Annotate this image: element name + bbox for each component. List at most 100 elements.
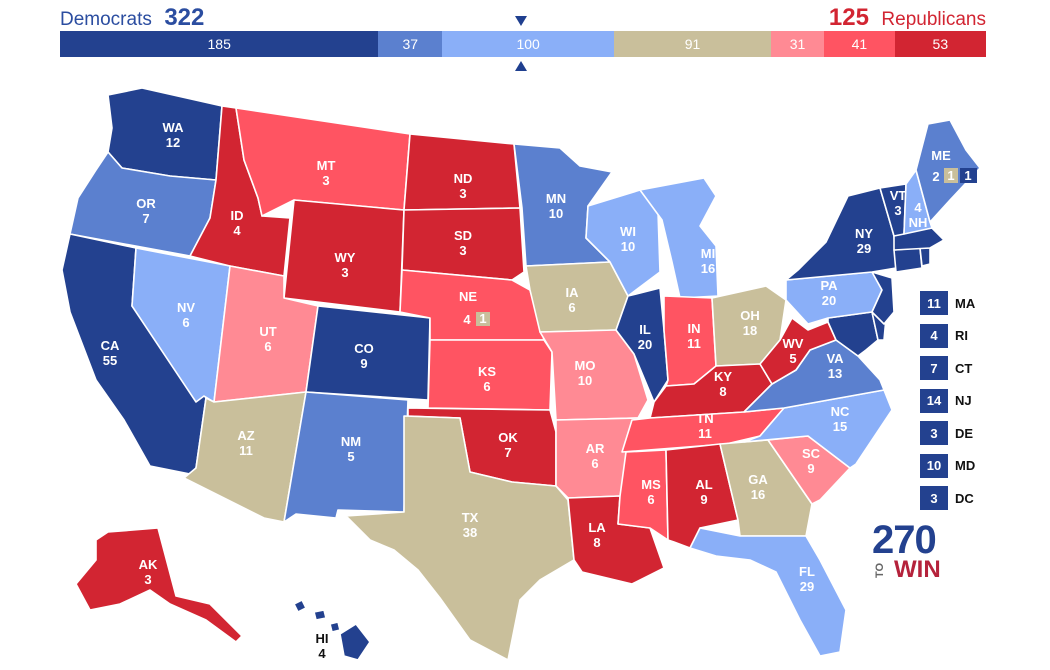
label-pa-abbr: PA xyxy=(820,278,838,293)
state-nj[interactable] xyxy=(871,271,895,325)
state-nc[interactable] xyxy=(743,389,893,469)
state-ct[interactable] xyxy=(893,247,923,273)
republicans-label: Republicans xyxy=(881,9,986,30)
label-sd-ev: 3 xyxy=(459,243,466,258)
small-state-abbr: MD xyxy=(955,458,976,473)
label-or-abbr: OR xyxy=(136,196,156,211)
label-vt-abbr: VT xyxy=(890,188,907,203)
small-state-de[interactable]: 3 DE xyxy=(920,420,973,446)
small-state-ri[interactable]: 4 RI xyxy=(920,323,968,349)
label-nc-ev: 15 xyxy=(833,419,847,434)
democrats-total: Democrats 322 xyxy=(60,4,204,32)
logo-number: 270 xyxy=(872,518,937,562)
label-nd-abbr: ND xyxy=(454,171,473,186)
small-state-ma[interactable]: 11 MA xyxy=(920,290,975,316)
label-al-abbr: AL xyxy=(695,477,712,492)
label-vt-ev: 3 xyxy=(894,203,901,218)
label-wa-ev: 12 xyxy=(166,135,180,150)
state-nm[interactable] xyxy=(283,391,409,523)
small-state-ev: 14 xyxy=(920,388,948,413)
label-mt-abbr: MT xyxy=(317,158,336,173)
label-ms-ev: 6 xyxy=(647,492,654,507)
small-state-ev: 11 xyxy=(920,291,948,315)
label-ar-ev: 6 xyxy=(591,456,598,471)
label-co-abbr: CO xyxy=(354,341,374,356)
270-marker-bottom-icon xyxy=(515,61,527,71)
label-hi-abbr: HI xyxy=(316,631,329,646)
ev-segment: 100 xyxy=(442,31,615,57)
state-mi[interactable] xyxy=(639,177,719,299)
label-ca-abbr: CA xyxy=(101,338,120,353)
state-tx[interactable] xyxy=(345,415,575,661)
label-nd-ev: 3 xyxy=(459,186,466,201)
ev-segment: 31 xyxy=(770,31,825,57)
label-nv-ev: 6 xyxy=(182,315,189,330)
label-sd-abbr: SD xyxy=(454,228,472,243)
label-ga-ev: 16 xyxy=(751,487,765,502)
label-mi-ev: 16 xyxy=(701,261,715,276)
state-ri[interactable] xyxy=(919,247,931,267)
270-marker-top-icon xyxy=(515,16,527,26)
label-tx-ev: 38 xyxy=(463,525,477,540)
label-tn-ev: 11 xyxy=(698,426,712,441)
label-az-ev: 11 xyxy=(239,443,253,458)
state-hi-islands[interactable] xyxy=(293,599,341,633)
ev-segment: 41 xyxy=(824,31,895,57)
republicans-ev-total: 125 xyxy=(828,4,869,31)
label-ia-abbr: IA xyxy=(566,285,580,300)
small-state-abbr: DE xyxy=(955,425,974,441)
state-fl[interactable] xyxy=(689,527,847,657)
label-ky-ev: 8 xyxy=(719,384,726,399)
label-ia-ev: 6 xyxy=(568,300,575,315)
state-sd[interactable] xyxy=(401,207,525,281)
state-ak[interactable] xyxy=(75,527,243,643)
small-state-ev: 4 xyxy=(920,323,948,348)
logo-to: TO xyxy=(874,562,886,578)
democrats-ev-total: 322 xyxy=(164,4,205,31)
label-or-ev: 7 xyxy=(142,211,149,226)
small-state-ev: 10 xyxy=(920,453,948,478)
small-state-md[interactable]: 10 MD xyxy=(920,453,975,479)
label-ga-abbr: GA xyxy=(748,472,768,487)
small-state-dc[interactable]: 3 DC xyxy=(920,485,974,511)
label-wi-ev: 10 xyxy=(621,239,635,254)
small-state-ct[interactable]: 7 CT xyxy=(920,355,972,381)
small-state-abbr: DC xyxy=(955,490,974,506)
state-nh[interactable] xyxy=(903,169,933,235)
label-nv-abbr: NV xyxy=(177,300,195,315)
label-fl-abbr: FL xyxy=(799,564,815,579)
label-ks-abbr: KS xyxy=(478,364,496,379)
label-ca-ev: 55 xyxy=(103,353,117,368)
label-in-abbr: IN xyxy=(688,321,701,336)
label-co-ev: 9 xyxy=(360,356,367,371)
me-split-box-1 xyxy=(944,168,958,183)
label-ms-abbr: MS xyxy=(641,477,661,492)
label-nc-abbr: NC xyxy=(831,404,850,419)
small-state-abbr: MA xyxy=(955,295,976,311)
label-ne-split: 1 xyxy=(479,311,486,326)
label-mn-ev: 10 xyxy=(549,206,563,221)
logo-win: WIN xyxy=(894,556,941,583)
label-mn-abbr: MN xyxy=(546,191,566,206)
label-ak-abbr: AK xyxy=(139,557,158,572)
label-az-abbr: AZ xyxy=(237,428,254,443)
label-nh-abbr: NH xyxy=(909,215,928,230)
label-mt-ev: 3 xyxy=(322,173,329,188)
state-ks[interactable] xyxy=(427,339,553,411)
small-state-nj[interactable]: 14 NJ xyxy=(920,388,972,414)
270towin-logo[interactable]: 270 TO WIN xyxy=(872,518,952,588)
label-ky-abbr: KY xyxy=(714,369,732,384)
republicans-total: 125 Republicans xyxy=(829,4,986,32)
label-sc-abbr: SC xyxy=(802,446,821,461)
label-il-abbr: IL xyxy=(639,322,651,337)
label-ok-ev: 7 xyxy=(504,445,511,460)
label-va-ev: 13 xyxy=(828,366,842,381)
label-wy-abbr: WY xyxy=(335,250,356,265)
state-il[interactable] xyxy=(615,287,669,403)
small-state-ev: 7 xyxy=(920,356,948,380)
label-hi-ev: 4 xyxy=(318,646,326,661)
label-me-split-a: 1 xyxy=(947,168,954,183)
label-sc-ev: 9 xyxy=(807,461,814,476)
state-ny[interactable] xyxy=(785,187,897,281)
state-hi[interactable] xyxy=(339,623,371,661)
